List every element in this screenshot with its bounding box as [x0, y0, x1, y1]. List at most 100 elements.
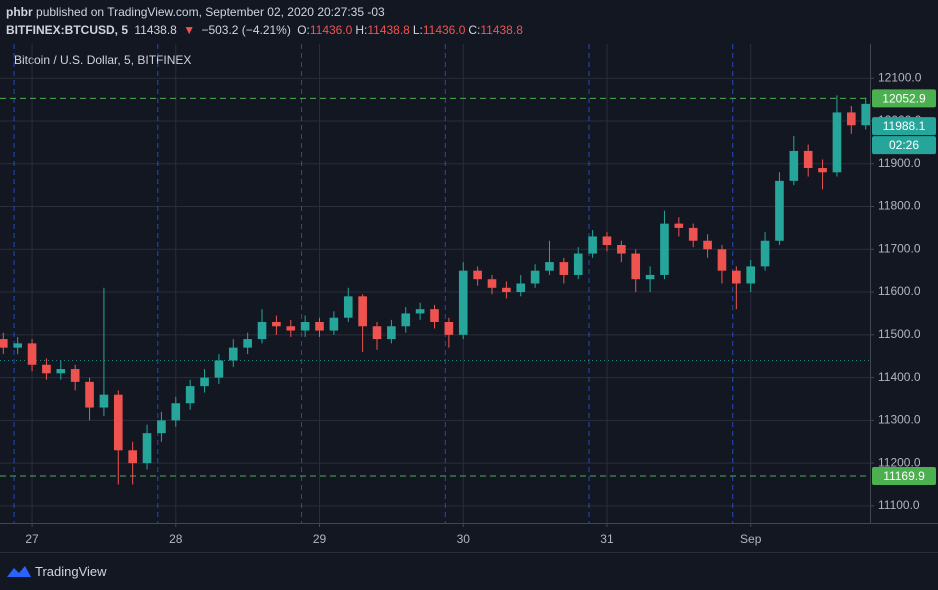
candle-body [358, 296, 367, 327]
logo [7, 566, 31, 577]
author: phbr [6, 5, 33, 19]
footer: TradingView [6, 563, 107, 579]
symbol: BITFINEX:BTCUSD, 5 [6, 23, 129, 37]
y-tick-label: 11400.0 [878, 370, 921, 384]
candle-body [674, 223, 684, 228]
candle-body [228, 347, 238, 361]
symbol-line: BITFINEX:BTCUSD, 5 11438.8 ▼ −503.2 (−4.… [6, 21, 526, 39]
y-tick-label: 11200.0 [878, 455, 921, 469]
x-tick-label: 29 [313, 532, 327, 546]
candle-body [559, 262, 569, 275]
ohlc-label: O: [297, 23, 310, 37]
candle-body [861, 103, 870, 126]
ohlc-label: H: [355, 23, 368, 37]
candle-body [588, 236, 597, 254]
candle-body [573, 253, 583, 275]
candle-body [128, 450, 137, 464]
ohlc-value: 11436.0 [422, 23, 466, 37]
candle-body [760, 240, 770, 267]
last-price-label-box [872, 117, 936, 136]
candle-body [42, 364, 51, 374]
candle-body [27, 343, 37, 365]
candle-body [444, 321, 454, 335]
candle-body [746, 266, 756, 284]
candle-body [645, 274, 655, 280]
candle-body [157, 420, 166, 434]
ohlc-value: 11438.8 [367, 23, 410, 37]
candle-body [0, 339, 8, 348]
candle-body [300, 321, 310, 331]
y-tick-label: 11500.0 [878, 327, 921, 341]
candle-body [343, 296, 353, 318]
x-tick-label: 28 [169, 532, 183, 546]
ohlc-label: C: [468, 23, 481, 37]
candle-body [113, 394, 123, 451]
y-tick-label: 11300.0 [878, 413, 921, 427]
price-line-label: 11169.9 [883, 469, 925, 483]
candle-body [257, 321, 267, 340]
change: −503.2 (−4.21%) [201, 23, 291, 37]
candle-body [502, 287, 511, 293]
candle-body [818, 168, 827, 173]
candle-body [487, 279, 497, 288]
candle-body [775, 180, 784, 241]
candle-body [602, 236, 612, 246]
candle-body [315, 321, 324, 331]
candle-body [530, 270, 540, 284]
candle-body [516, 283, 526, 293]
candle-body [329, 317, 339, 331]
candle-body [185, 386, 195, 404]
price-line-label: 12052.9 [882, 92, 926, 106]
x-tick-label: 30 [457, 532, 471, 546]
candle-body [85, 381, 94, 408]
candle-body [372, 326, 382, 340]
candle-body [789, 150, 799, 181]
candle-body [832, 112, 842, 173]
candle-body [458, 270, 468, 335]
x-tick-label: Sep [740, 532, 762, 546]
candle-body [214, 360, 224, 378]
ohlc-value: 11436.0 [309, 23, 353, 37]
candle-body [70, 369, 80, 382]
candle-body [688, 227, 698, 241]
chart: Bitcoin / U.S. Dollar, 5, BITFINEX 11100… [0, 0, 938, 553]
countdown: 02:26 [889, 138, 919, 152]
y-tick-label: 11800.0 [878, 199, 921, 213]
logo-shape [7, 566, 31, 577]
candle-body [430, 309, 439, 322]
published: published on TradingView.com, September … [36, 5, 385, 19]
candle-body [703, 240, 712, 250]
candle-body [473, 270, 482, 280]
candle-body [803, 150, 813, 169]
candle-body [617, 245, 626, 254]
candle-body [545, 262, 554, 271]
candle-body [56, 369, 66, 374]
y-tick-label: 11100.0 [878, 498, 920, 512]
y-tick-label: 12100.0 [878, 70, 922, 84]
y-tick-label: 11600.0 [878, 284, 921, 298]
publish-line: phbr published on TradingView.com, Septe… [6, 3, 526, 21]
price-line-label-box [872, 89, 936, 108]
candle-body [847, 112, 856, 126]
candle-body [272, 321, 281, 327]
y-tick-label: 11700.0 [878, 241, 921, 255]
candle-body [142, 433, 152, 464]
change-arrow: ▼ [183, 23, 196, 37]
candle-body [401, 313, 411, 327]
candle-body [171, 403, 181, 421]
price-axis-bg [870, 0, 938, 523]
countdown-box [872, 136, 936, 155]
header: phbr published on TradingView.com, Septe… [6, 3, 526, 39]
ohlc-label: L: [412, 23, 423, 37]
candle-body [243, 339, 252, 348]
candle-body [631, 253, 641, 280]
candle-body [13, 343, 22, 348]
y-tick-label: 11900.0 [878, 156, 921, 170]
x-tick-label: 31 [600, 532, 614, 546]
brand: TradingView [35, 563, 107, 579]
last-price: 11438.8 [134, 23, 177, 37]
last-price-label: 11988.1 [883, 119, 926, 133]
candle-body [200, 377, 209, 387]
candle-body [99, 394, 109, 408]
